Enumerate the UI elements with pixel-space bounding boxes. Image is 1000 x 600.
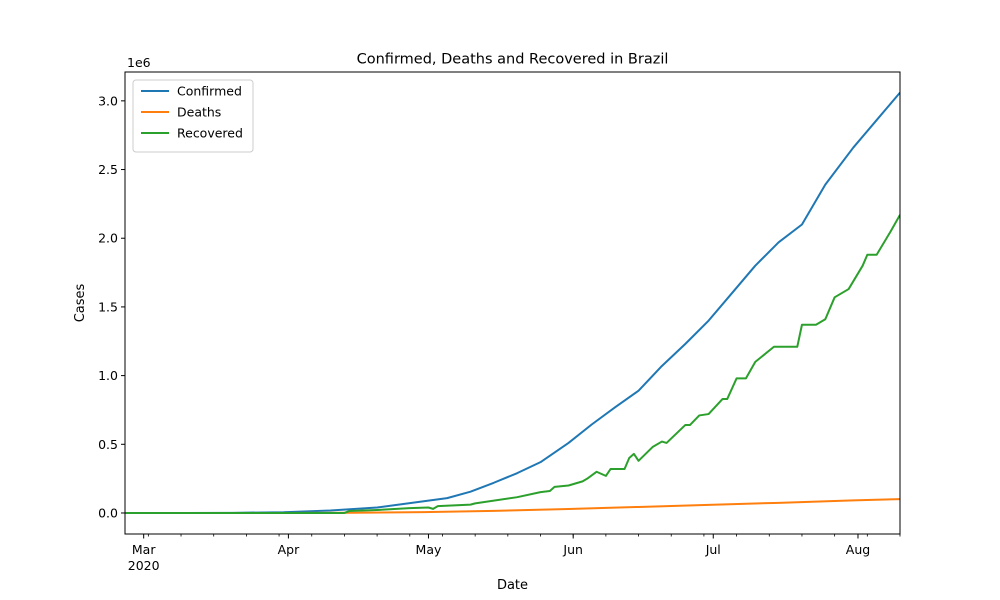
series-line-confirmed xyxy=(125,91,900,514)
y-axis-label: Cases xyxy=(73,283,88,322)
y-offset-label: 1e6 xyxy=(127,55,151,70)
y-tick-label: 3.0 xyxy=(98,93,118,108)
x-tick-label: Jun xyxy=(562,542,583,557)
x-tick-label: May xyxy=(416,542,442,557)
legend: Confirmed Deaths Recovered xyxy=(132,79,254,153)
legend-label-confirmed: Confirmed xyxy=(177,84,242,99)
x-tick-label: Aug xyxy=(846,542,870,557)
axes-frame xyxy=(124,71,901,535)
x-tick-label: Jul xyxy=(705,542,721,557)
x-tick-label: Apr xyxy=(278,542,300,557)
y-tick-label: 1.0 xyxy=(98,368,118,383)
y-tick-label: 0.0 xyxy=(98,505,118,520)
y-tick-label: 2.0 xyxy=(98,231,118,246)
y-tick-label: 2.5 xyxy=(98,162,118,177)
legend-label-deaths: Deaths xyxy=(177,105,221,120)
y-tick-label: 1.5 xyxy=(98,299,118,314)
y-tick-label: 0.5 xyxy=(98,437,118,452)
x-axis-label: Date xyxy=(497,578,528,593)
x-tick-sublabel: 2020 xyxy=(128,558,160,573)
series-line-recovered xyxy=(125,214,900,514)
x-tick-label: Mar xyxy=(132,542,156,557)
chart-title: Confirmed, Deaths and Recovered in Brazi… xyxy=(357,52,669,68)
legend-label-recovered: Recovered xyxy=(177,126,243,141)
